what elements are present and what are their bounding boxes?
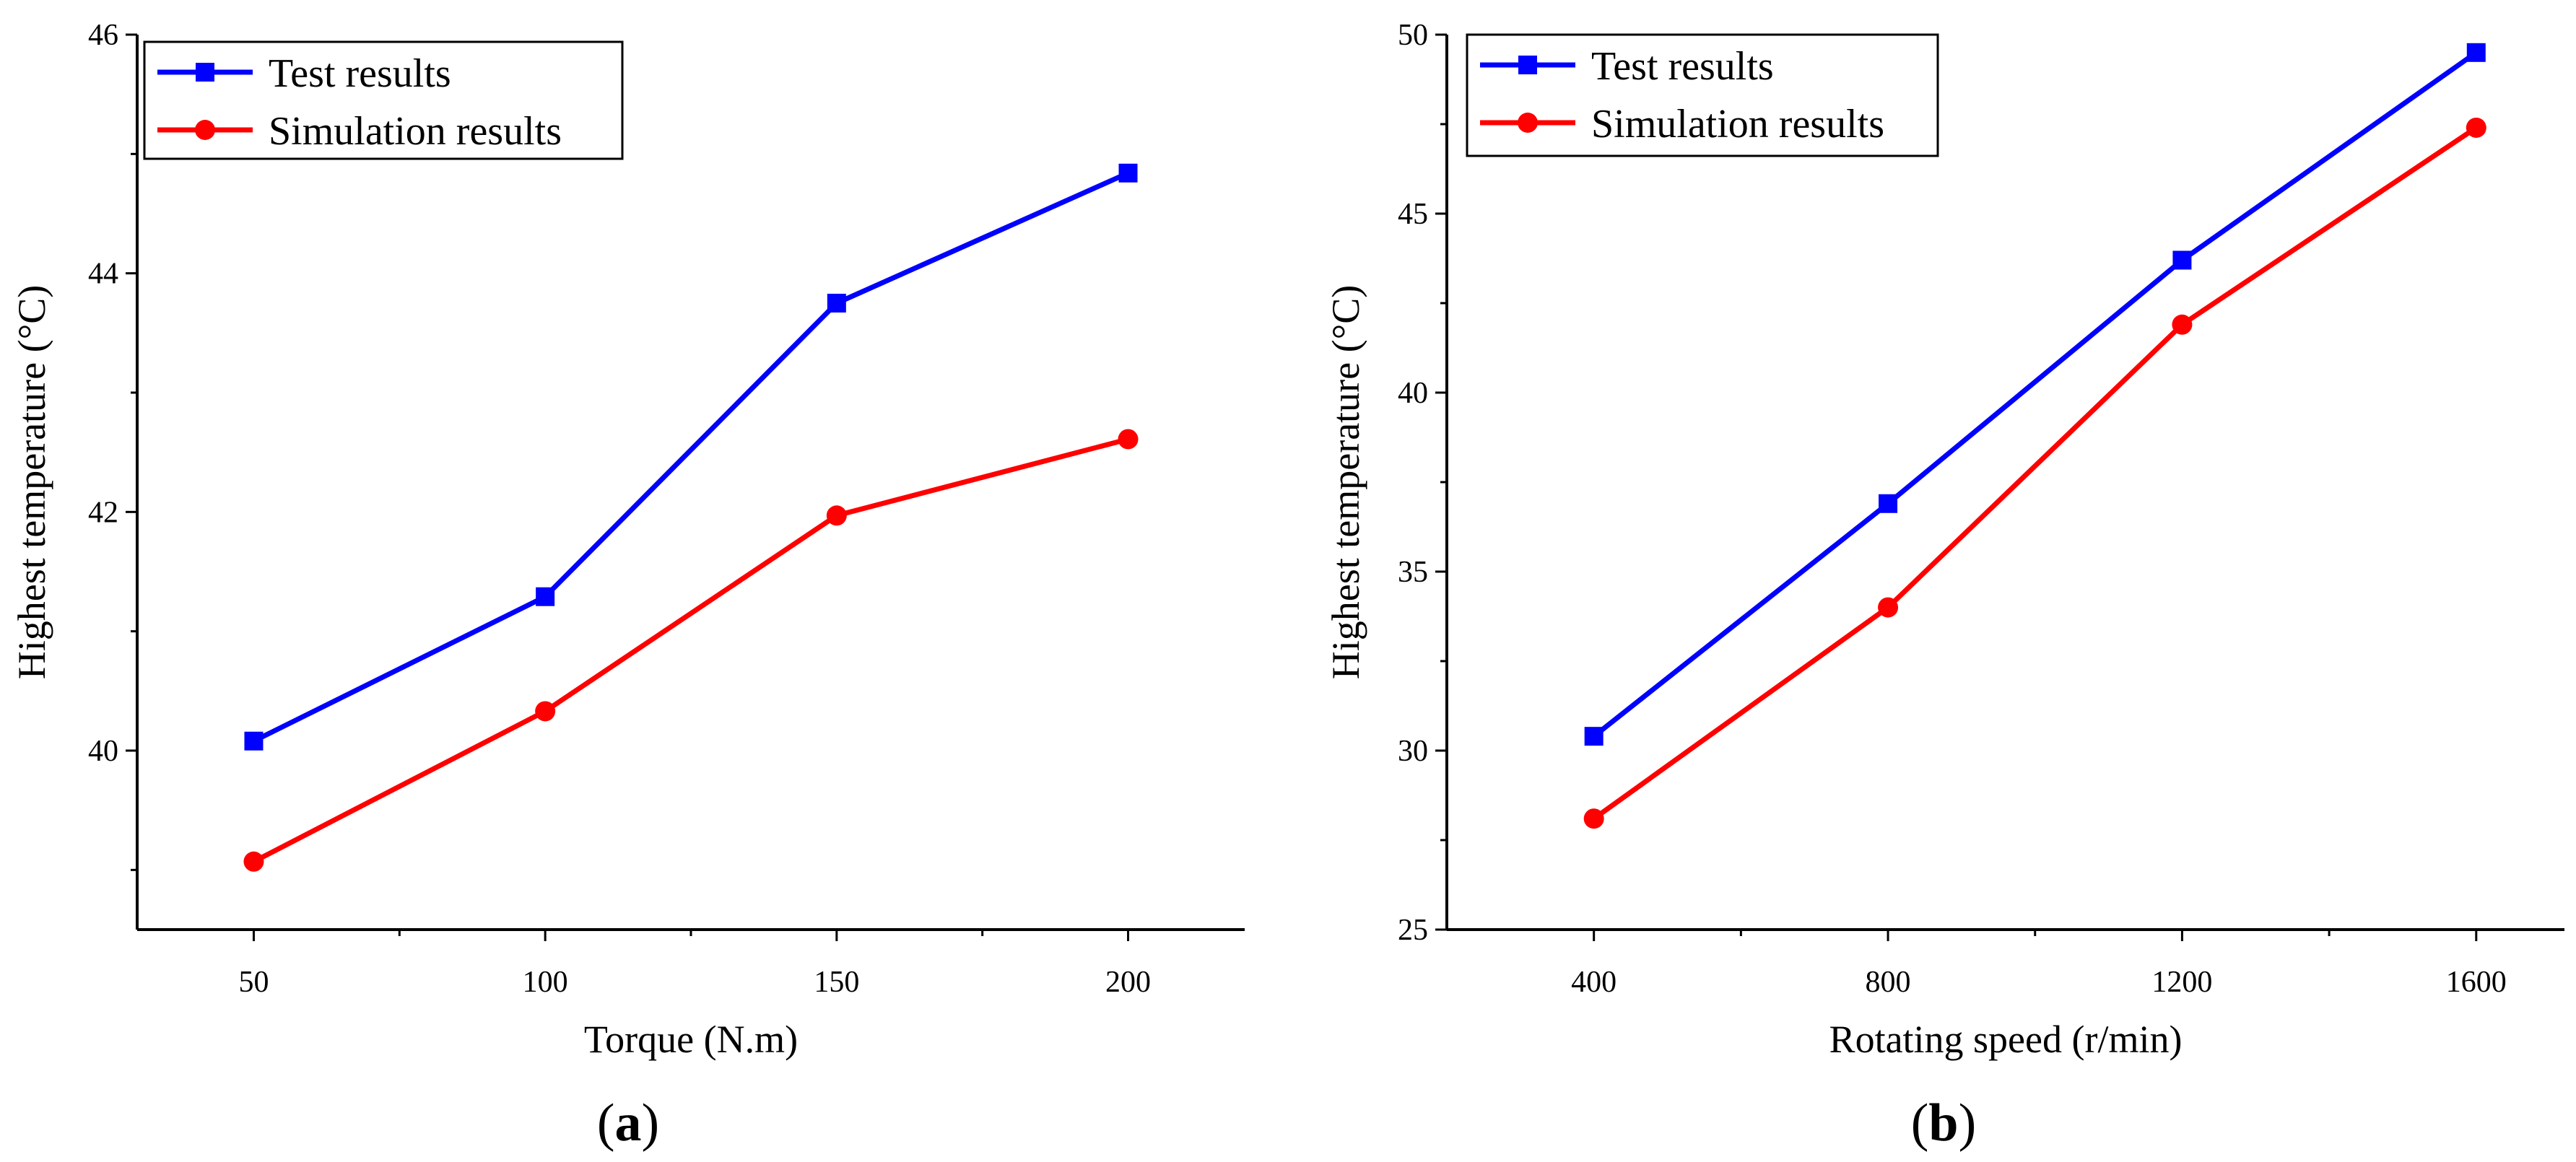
x-tick-label: 200 [1105, 966, 1151, 999]
legend-marker-circle [195, 120, 215, 140]
x-tick-label: 50 [238, 966, 269, 999]
legend-marker-square [196, 63, 214, 82]
data-point-square [2172, 250, 2192, 270]
legend-marker-circle [1518, 113, 1538, 133]
data-point-square [536, 587, 555, 606]
y-tick-label: 46 [88, 19, 118, 52]
y-axis-title: Highest temperature (°C) [1324, 285, 1367, 679]
data-point-circle [2172, 314, 2193, 335]
x-tick-label: 800 [1866, 966, 1911, 999]
panel-label: (a) [597, 1093, 659, 1153]
panel-letter: b [1928, 1093, 1958, 1153]
data-point-circle [1583, 808, 1604, 829]
chart-panel-a: 50 100 150 200 40 42 44 46 Torque (N.m) Highest t… [10, 19, 1245, 1153]
legend-label: Simulation results [1591, 102, 1884, 147]
legend-label: Test results [269, 51, 451, 96]
x-axis-title: Rotating speed (r/min) [1829, 1018, 2183, 1061]
x-axis-title: Torque (N.m) [584, 1018, 798, 1061]
data-point-square [244, 731, 264, 751]
y-axis-title: Highest temperature (°C) [10, 285, 53, 679]
data-point-circle [826, 505, 847, 526]
series-line-0 [1592, 50, 2478, 738]
data-point-square [827, 294, 846, 313]
panel-label: (b) [1911, 1093, 1976, 1153]
x-tick-label: 100 [523, 966, 568, 999]
x-tick-label: 150 [814, 966, 859, 999]
data-point-circle [2466, 117, 2486, 138]
legend-box [1466, 33, 1939, 157]
x-tick-label: 400 [1571, 966, 1616, 999]
data-point-circle [1118, 429, 1139, 450]
y-tick-label: 25 [1398, 914, 1428, 947]
legend-box [143, 40, 624, 160]
y-tick-label: 30 [1398, 735, 1428, 768]
y-tick-label: 40 [88, 735, 118, 768]
y-tick-label: 45 [1398, 198, 1428, 231]
y-tick-label: 44 [88, 258, 118, 291]
series-line-0 [252, 170, 1129, 743]
series-line-1 [252, 437, 1129, 864]
data-point-circle [1878, 597, 1899, 618]
legend-label: Test results [1591, 44, 1774, 89]
data-point-square [1879, 494, 1898, 513]
chart-panel-b: 400 800 1200 1600 25 30 35 40 45 50 Rotating speed… [1324, 19, 2564, 1153]
y-tick-label: 40 [1398, 377, 1428, 410]
legend-marker-square [1518, 56, 1537, 74]
data-point-square [1584, 727, 1604, 746]
panel-letter: a [615, 1093, 642, 1153]
y-tick-label: 35 [1398, 556, 1428, 589]
data-point-square [1118, 163, 1138, 183]
x-tick-label: 1600 [2446, 966, 2507, 999]
data-point-circle [243, 851, 264, 872]
series-line-1 [1592, 126, 2478, 821]
y-tick-label: 50 [1398, 19, 1428, 52]
x-tick-label: 1200 [2151, 966, 2212, 999]
data-point-circle [535, 701, 556, 722]
legend-label: Simulation results [269, 109, 562, 154]
y-tick-label: 42 [88, 496, 118, 529]
data-point-square [2466, 43, 2486, 62]
